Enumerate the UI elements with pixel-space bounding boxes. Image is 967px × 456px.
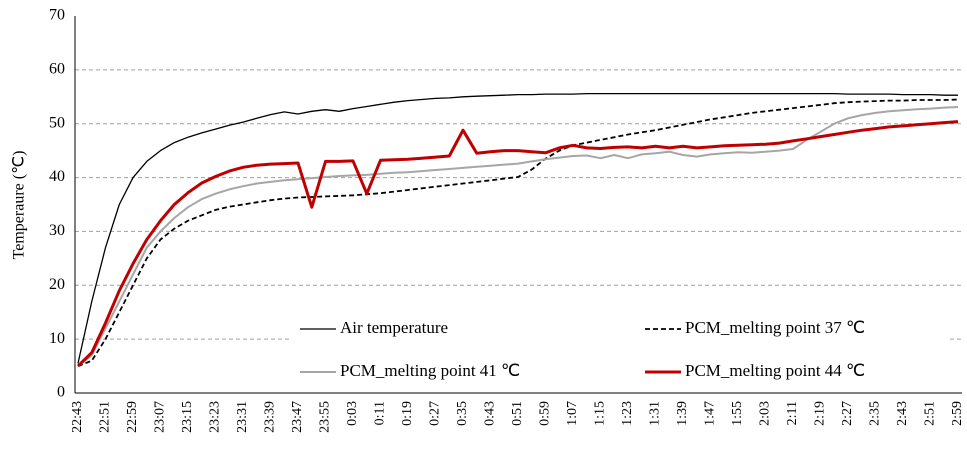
x-tick-label: 1:31 [648, 401, 663, 426]
x-tick-label: 2:35 [868, 401, 883, 426]
x-tick-label: 1:55 [730, 401, 745, 426]
x-tick-label: 23:47 [290, 401, 305, 433]
x-tick-label: 23:07 [153, 401, 168, 433]
legend-label: PCM_melting point 44 ℃ [685, 361, 865, 380]
legend-box [290, 313, 950, 389]
x-tick-label: 1:23 [620, 401, 635, 426]
x-tick-label: 1:07 [565, 401, 580, 426]
x-tick-label: 0:27 [428, 401, 443, 426]
x-tick-label: 0:11 [373, 401, 388, 425]
x-tick-label: 0:59 [538, 401, 553, 426]
y-tick-label: 70 [49, 7, 65, 24]
y-tick-label: 20 [49, 276, 65, 293]
x-tick-label: 23:31 [235, 401, 250, 433]
x-tick-label: 23:55 [318, 401, 333, 433]
x-tick-label: 2:59 [950, 401, 965, 426]
x-tick-label: 0:43 [483, 401, 498, 426]
x-tick-label: 23:23 [208, 401, 223, 433]
x-tick-label: 2:27 [840, 401, 855, 426]
y-tick-label: 60 [49, 61, 65, 78]
y-tick-label: 0 [57, 384, 65, 401]
series-line [76, 120, 959, 368]
series-line [77, 92, 958, 364]
x-tick-label: 0:51 [510, 401, 525, 426]
y-tick-label: 10 [49, 330, 65, 347]
x-tick-label: 2:19 [813, 401, 828, 426]
y-tick-label: 40 [49, 168, 65, 185]
legend-label: PCM_melting point 37 ℃ [685, 318, 865, 337]
legend-label: PCM_melting point 41 ℃ [340, 361, 520, 380]
x-tick-label: 2:03 [758, 401, 773, 426]
x-tick-label: 2:11 [785, 401, 800, 425]
x-tick-label: 1:47 [703, 401, 718, 426]
x-tick-label: 2:43 [895, 401, 910, 426]
x-tick-label: 0:19 [400, 401, 415, 426]
legend-label: Air temperature [340, 318, 448, 337]
x-tick-label: 0:03 [345, 401, 360, 426]
x-tick-label: 0:35 [455, 401, 470, 426]
y-tick-label: 30 [49, 222, 65, 239]
x-tick-label: 23:39 [263, 401, 278, 433]
x-tick-label: 2:51 [923, 401, 938, 426]
y-tick-label: 50 [49, 114, 65, 131]
x-tick-label: 22:59 [125, 401, 140, 433]
x-tick-label: 23:15 [180, 401, 195, 433]
x-tick-label: 22:51 [98, 401, 113, 433]
x-tick-label: 1:15 [593, 401, 608, 426]
x-tick-label: 1:39 [675, 401, 690, 426]
series-line [77, 98, 959, 367]
x-tick-label: 22:43 [70, 401, 85, 433]
y-axis-label: Temperaure (℃) [11, 151, 28, 260]
